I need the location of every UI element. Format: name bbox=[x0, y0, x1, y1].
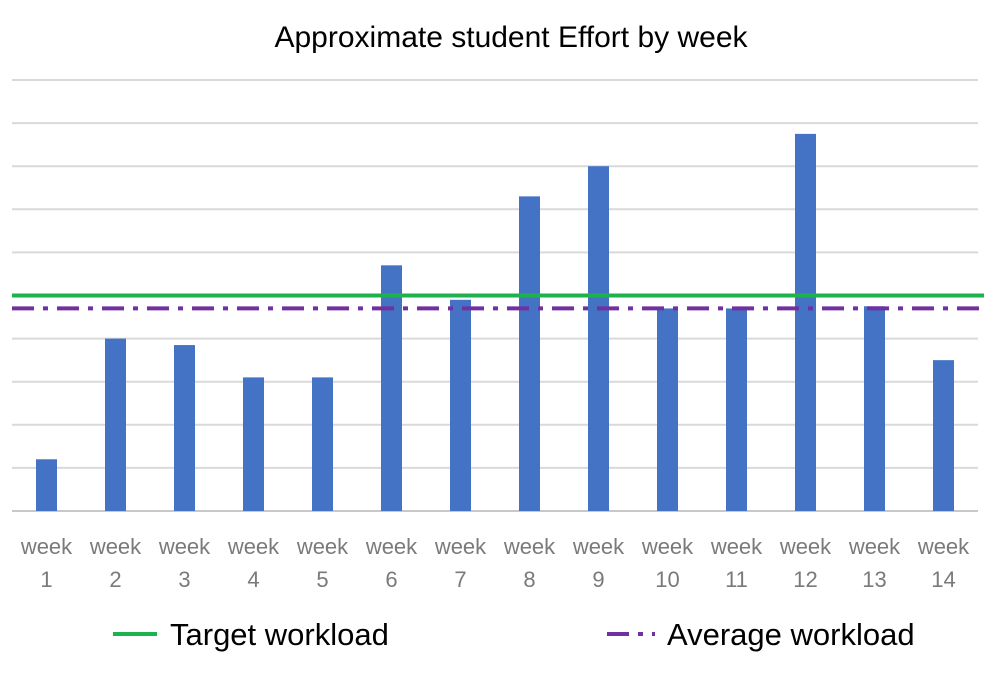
bar-week-3 bbox=[174, 345, 195, 511]
x-tick-label: week 2 bbox=[89, 534, 142, 592]
x-tick-label: week 9 bbox=[572, 534, 625, 592]
bar-week-10 bbox=[657, 308, 678, 511]
bar-week-12 bbox=[795, 133, 816, 511]
bars bbox=[36, 133, 954, 511]
bar-week-13 bbox=[864, 306, 885, 511]
bar-week-14 bbox=[933, 360, 954, 511]
x-tick-label: week 13 bbox=[848, 534, 901, 592]
x-tick-label: week 3 bbox=[158, 534, 211, 592]
bar-week-5 bbox=[312, 377, 333, 511]
bar-week-6 bbox=[381, 265, 402, 511]
x-tick-labels: week 1 week 2 week 3 week 4 week 5 week 6 week 7 week 8… bbox=[20, 534, 970, 592]
x-tick-label: week 10 bbox=[641, 534, 694, 592]
x-tick-label: week 14 bbox=[917, 534, 970, 592]
x-tick-label: week 6 bbox=[365, 534, 418, 592]
x-tick-label: week 11 bbox=[710, 534, 763, 592]
bar-week-1 bbox=[36, 459, 57, 511]
x-tick-label: week 5 bbox=[296, 534, 349, 592]
bar-week-4 bbox=[243, 377, 264, 511]
bar-week-11 bbox=[726, 308, 747, 511]
x-tick-label: week 4 bbox=[227, 534, 280, 592]
bar-week-8 bbox=[519, 196, 540, 511]
x-tick-label: week 8 bbox=[503, 534, 556, 592]
legend: Target workload Average workload bbox=[113, 617, 915, 652]
bar-week-2 bbox=[105, 338, 126, 511]
x-tick-label: week 1 bbox=[20, 534, 73, 592]
reference-lines bbox=[12, 293, 984, 311]
average-legend-label: Average workload bbox=[667, 617, 915, 652]
bar-week-9 bbox=[588, 166, 609, 511]
target-legend-label: Target workload bbox=[170, 617, 389, 652]
bar-week-7 bbox=[450, 299, 471, 511]
chart-title: Approximate student Effort by week bbox=[274, 21, 748, 54]
x-tick-label: week 7 bbox=[434, 534, 487, 592]
x-tick-label: week 12 bbox=[779, 534, 832, 592]
